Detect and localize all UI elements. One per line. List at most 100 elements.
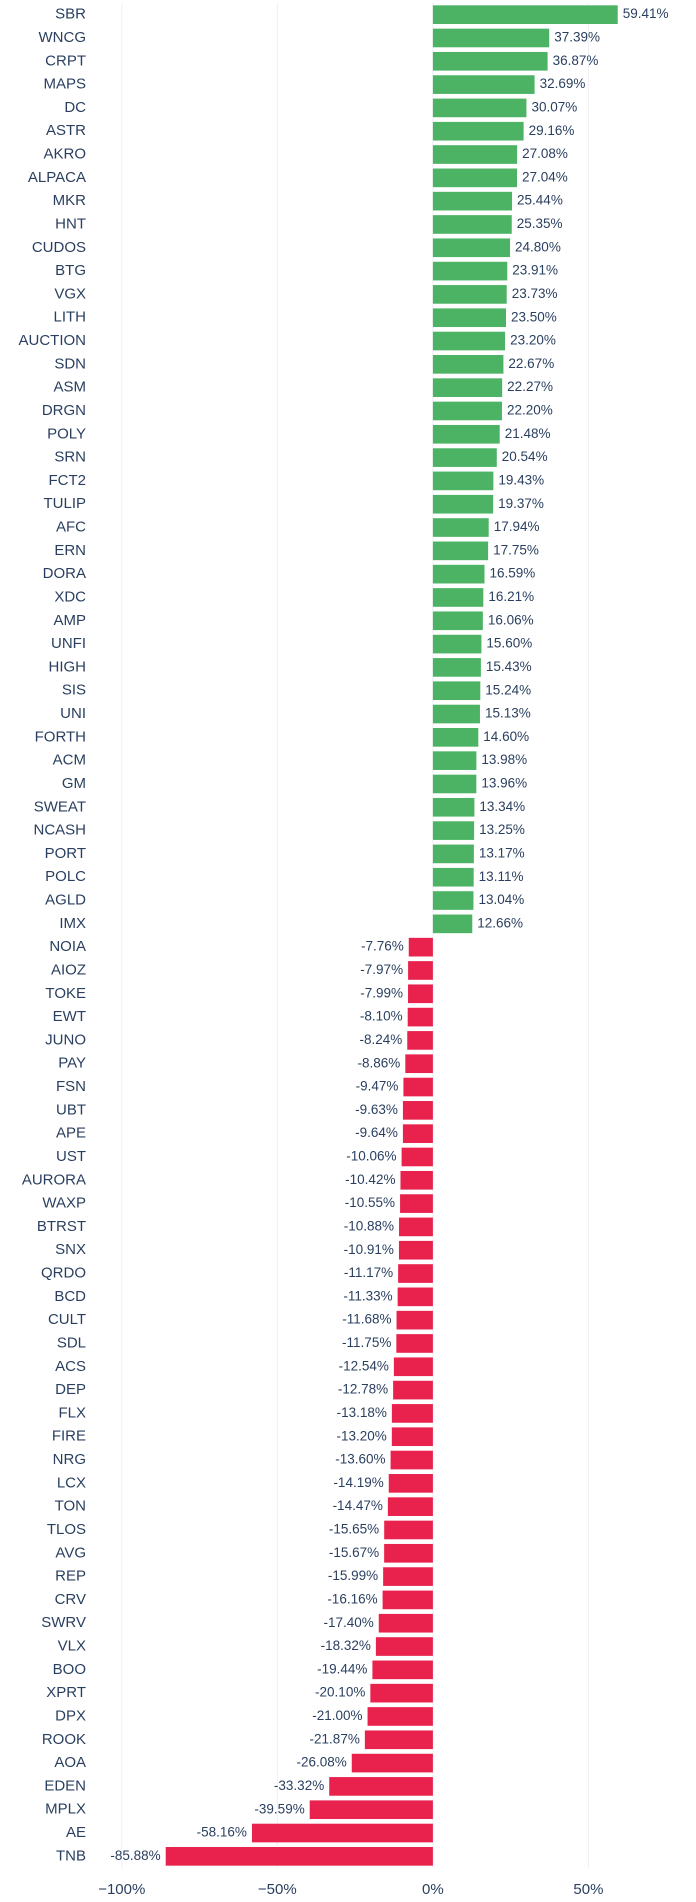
bar: [432, 751, 477, 770]
bar: [400, 1170, 433, 1190]
bar: [391, 1404, 433, 1423]
value-label: 16.06%: [488, 612, 534, 627]
y-tick-label: BCD: [54, 1288, 86, 1305]
value-label: 22.67%: [508, 356, 554, 371]
bar: [407, 1031, 433, 1050]
value-label: 27.08%: [522, 146, 568, 161]
y-tick-label: JUNO: [45, 1031, 86, 1048]
bar: [408, 984, 433, 1004]
bar: [432, 588, 484, 607]
y-tick-label: UNI: [60, 705, 86, 722]
bar: [432, 448, 497, 467]
value-label: 30.07%: [531, 99, 577, 114]
x-tick-label: 50%: [573, 1881, 603, 1898]
value-label: -13.20%: [337, 1428, 387, 1443]
value-label: -26.08%: [296, 1755, 346, 1770]
y-tick-label: TULIP: [43, 495, 86, 512]
value-label: -21.87%: [310, 1731, 360, 1746]
y-tick-label: SRN: [54, 449, 86, 466]
value-label: 20.54%: [502, 449, 548, 464]
value-label: -7.76%: [361, 939, 404, 954]
value-label: -10.91%: [344, 1242, 394, 1257]
value-label: -12.54%: [339, 1358, 389, 1373]
y-tick-label: DRGN: [42, 402, 86, 419]
y-tick-label: DPX: [55, 1707, 86, 1724]
bar: [432, 215, 512, 234]
bar: [432, 308, 506, 328]
y-tick-label: ASM: [53, 379, 86, 396]
value-label: 13.25%: [479, 822, 525, 837]
y-tick-label: SIS: [62, 682, 86, 699]
y-tick-label: UST: [56, 1148, 86, 1165]
bar: [351, 1753, 433, 1773]
y-tick-label: NCASH: [33, 822, 86, 839]
bar: [432, 658, 481, 677]
value-label: -13.18%: [337, 1405, 387, 1420]
value-label: -7.99%: [360, 985, 403, 1000]
y-tick-label: VLX: [58, 1638, 86, 1655]
bar: [432, 168, 518, 188]
y-tick-label: SDL: [57, 1334, 86, 1351]
y-tick-label: SBR: [55, 6, 86, 23]
y-tick-label: XPRT: [46, 1684, 86, 1701]
y-tick-label: AUCTION: [19, 332, 87, 349]
value-label: 14.60%: [483, 729, 529, 744]
value-label: -8.86%: [358, 1055, 401, 1070]
bar: [432, 261, 508, 281]
value-label: 23.91%: [512, 263, 558, 278]
value-label: -8.24%: [359, 1032, 402, 1047]
value-label: -85.88%: [110, 1848, 160, 1863]
value-label: -12.78%: [338, 1382, 388, 1397]
bar: [402, 1124, 433, 1143]
y-tick-label: MKR: [53, 192, 87, 209]
bar: [432, 145, 518, 164]
y-tick-label: DC: [64, 99, 86, 116]
value-label: -14.19%: [333, 1475, 383, 1490]
value-label: -11.33%: [343, 1288, 392, 1303]
value-label: -18.32%: [321, 1638, 371, 1653]
bar: [432, 5, 618, 24]
y-tick-label: AURORA: [22, 1171, 86, 1188]
y-tick-label: ERN: [54, 542, 86, 559]
bar: [432, 797, 475, 817]
bar: [309, 1800, 433, 1820]
y-tick-label: FSN: [56, 1078, 86, 1095]
value-label: -10.42%: [345, 1172, 395, 1187]
y-tick-label: ASTR: [46, 122, 86, 139]
bar: [372, 1660, 433, 1680]
y-tick-label: AMP: [53, 612, 86, 629]
y-tick-label: NOIA: [49, 938, 86, 955]
y-tick-label: TLOS: [47, 1521, 86, 1538]
y-tick-label: APE: [56, 1125, 86, 1142]
y-tick-label: NRG: [53, 1451, 86, 1468]
y-tick-label: HIGH: [49, 658, 87, 675]
x-tick-label: 0%: [422, 1881, 444, 1898]
y-tick-label: EWT: [53, 1008, 86, 1025]
value-label: -17.40%: [323, 1615, 373, 1630]
y-tick-label: TON: [55, 1498, 86, 1515]
y-tick-label: BTRST: [37, 1218, 86, 1235]
value-label: 15.43%: [486, 659, 532, 674]
value-label: 29.16%: [529, 123, 575, 138]
bar: [432, 634, 482, 654]
value-label: 23.50%: [511, 309, 557, 324]
y-tick-label: WAXP: [42, 1195, 86, 1212]
bar: [432, 285, 507, 304]
bar: [393, 1380, 433, 1400]
y-tick-label: IMX: [59, 915, 86, 932]
value-label: 17.94%: [494, 519, 540, 534]
bar: [432, 494, 494, 514]
bar: [402, 1101, 433, 1120]
value-label: -14.47%: [333, 1498, 383, 1513]
value-label: -11.75%: [342, 1335, 391, 1350]
bar: [396, 1310, 433, 1330]
bar: [398, 1240, 433, 1260]
bar: [329, 1777, 433, 1796]
value-label: -9.63%: [355, 1102, 398, 1117]
bar: [165, 1847, 433, 1866]
value-label: -7.97%: [360, 962, 403, 977]
y-tick-label: MPLX: [45, 1801, 86, 1818]
y-tick-label: REP: [55, 1568, 86, 1585]
y-tick-label: ACM: [53, 752, 86, 769]
y-tick-label: UBT: [56, 1101, 86, 1118]
